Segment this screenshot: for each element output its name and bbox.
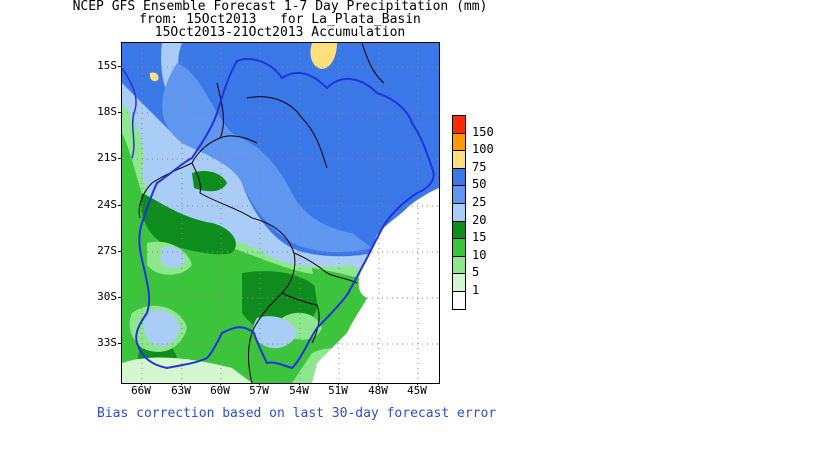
legend-swatch [452, 291, 466, 310]
ocean-no-data [312, 188, 439, 383]
lat-tick-mark [118, 205, 121, 206]
bias-correction-note: Bias correction based on last 30-day for… [97, 406, 497, 421]
lat-label-18s: 18S [97, 105, 117, 118]
lat-tick-mark [118, 112, 121, 113]
lat-tick-mark [118, 66, 121, 67]
legend-label: 25 [472, 195, 487, 209]
precip-field-25 [162, 63, 372, 253]
map-title-line-2: from: 15Oct2013 for La_Plata_Basin [139, 12, 421, 27]
lon-label-54w: 54W [289, 384, 309, 397]
legend-swatch [452, 273, 466, 292]
legend-label: 75 [472, 159, 487, 174]
lon-label-48w: 48W [368, 384, 388, 397]
precip-field-15 [140, 193, 236, 255]
lon-label-60w: 60W [210, 384, 230, 397]
legend-label: 20 [472, 212, 487, 227]
map-title-line-1: NCEP GFS Ensemble Forecast 1-7 Day Preci… [72, 0, 488, 14]
legend-swatch [452, 132, 466, 152]
lat-label-27s: 27S [97, 244, 117, 257]
basin-outline [122, 67, 137, 159]
lat-label-24s: 24S [97, 198, 117, 211]
lat-label-15s: 15S [97, 59, 117, 72]
lat-label-30s: 30S [97, 290, 117, 303]
precipitation-map [121, 42, 440, 384]
precip-field-20 [253, 316, 297, 349]
lat-tick-mark [118, 343, 121, 344]
legend-label: 15 [472, 230, 487, 245]
legend-label: 50 [472, 177, 487, 192]
precip-field-75 [310, 43, 337, 69]
legend-swatch [452, 167, 466, 187]
legend-label: 5 [472, 265, 480, 280]
legend-swatch [452, 255, 466, 275]
lon-label-66w: 66W [131, 384, 151, 397]
lat-tick-mark [118, 297, 121, 298]
legend-swatch [452, 203, 466, 222]
lat-tick-mark [118, 251, 121, 252]
map-gridlines [122, 43, 439, 383]
legend-swatch [452, 115, 466, 134]
legend-swatch [452, 238, 466, 257]
lon-label-51w: 51W [328, 384, 348, 397]
precipitation-map-svg [122, 43, 439, 383]
lon-label-57w: 57W [249, 384, 269, 397]
map-title-line-3: 15Oct2013-21Oct2013 Accumulation [154, 25, 406, 40]
lon-label-63w: 63W [171, 384, 191, 397]
legend-swatch [452, 185, 466, 204]
lat-tick-mark [118, 158, 121, 159]
lon-label-45w: 45W [407, 384, 427, 397]
lat-label-33s: 33S [97, 336, 117, 349]
legend-label: 1 [472, 283, 480, 297]
legend-label: 100 [472, 142, 494, 157]
legend-label: 10 [472, 247, 487, 262]
precip-field-75 [149, 72, 159, 82]
legend-swatch [452, 220, 466, 240]
basin-outline [135, 58, 435, 370]
legend-label: 150 [472, 124, 494, 139]
lat-label-21s: 21S [97, 151, 117, 164]
precip-field-20 [160, 246, 185, 268]
legend-swatch [452, 150, 466, 169]
precip-field-20 [143, 309, 180, 347]
